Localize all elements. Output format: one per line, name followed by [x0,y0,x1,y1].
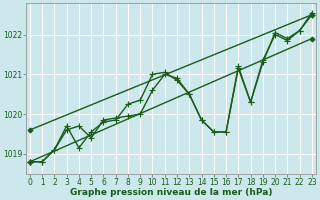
X-axis label: Graphe pression niveau de la mer (hPa): Graphe pression niveau de la mer (hPa) [70,188,272,197]
